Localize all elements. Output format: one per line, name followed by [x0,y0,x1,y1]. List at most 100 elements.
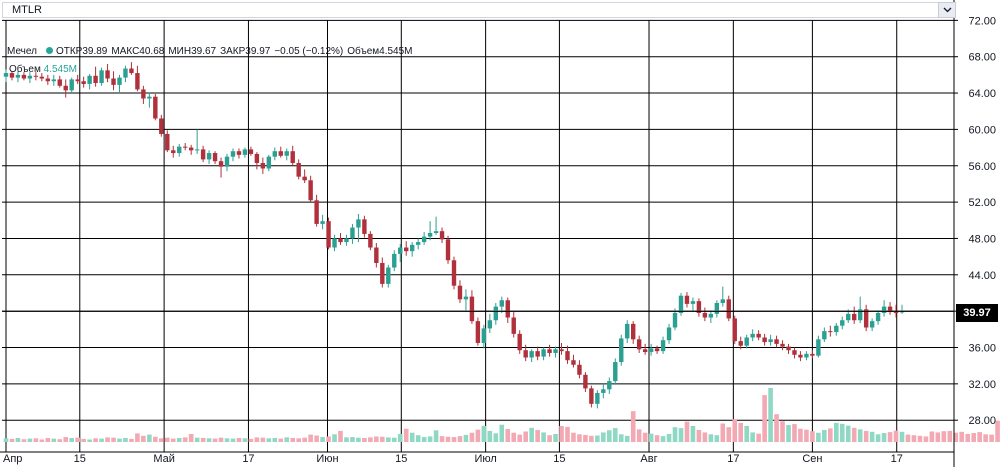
volume-bar [308,434,313,442]
candle-body [254,153,260,164]
candle-body [153,96,158,119]
volume-bar [804,429,809,442]
symbol-dropdown-button[interactable] [938,2,956,18]
volume-bar [869,431,875,442]
y-tick-label: 44.00 [968,270,996,282]
volume-bar [708,434,714,442]
candle-body [177,146,182,154]
candle-body [266,156,272,169]
volume-bar [756,433,761,442]
candle-body [147,96,152,99]
volume-bar [81,438,86,442]
candle-body [194,149,200,151]
candle-body [487,320,493,329]
volume-bar [947,430,953,442]
candle-body [248,149,254,154]
candle-body [368,233,373,248]
volume-bar [810,431,815,442]
candle-body [613,362,618,382]
candle-body [87,75,92,84]
volume-bar [523,431,528,442]
volume-bar [648,433,654,442]
volume-bar [559,425,564,442]
volume-bar [636,429,642,442]
candle-body [559,349,564,352]
y-tick-label: 56.00 [968,161,996,173]
candle-body [702,312,708,318]
volume-bar [612,428,618,442]
volume-bar [380,436,385,442]
volume-bar [409,432,415,442]
volume-bar [828,428,833,442]
candle-body [648,348,654,353]
volume-bar [212,438,218,442]
candle-body [840,320,845,326]
x-tick-label: Май [153,453,175,465]
candle-body [774,339,779,344]
volume-bar [254,437,260,442]
candle-body [708,313,714,318]
candle-body [816,339,821,356]
candle-body [69,79,74,91]
candle-body [278,151,283,156]
volume-bar [445,436,451,442]
volume-bar [618,434,624,442]
candle-body [75,79,80,82]
symbol-search-input[interactable]: MTLR [2,2,956,18]
volume-bar [427,436,433,442]
volume-bar [571,432,576,442]
volume-bar [660,436,666,442]
candle-body [290,151,295,164]
candle-body [834,325,839,333]
volume-bar [391,437,397,442]
candle-body [857,309,863,321]
candle-body [260,163,266,169]
candle-body [553,349,558,353]
volume-bar [326,436,331,442]
candle-body [45,78,51,82]
ohlc-legend: Мечел ОТКР39.89 МАКС40.68 МИН39.67 ЗАКР39.97… [7,46,416,57]
volume-bar [493,433,499,442]
volume-bar [768,388,773,442]
candle-body [881,306,887,313]
candle-body [511,317,516,334]
candle-body [744,337,749,346]
volume-bar [505,429,511,442]
x-tick-label: Июл [474,453,496,465]
candle-body [523,350,528,358]
candle-body [81,81,86,84]
volume-bar [654,435,660,442]
candle-body [625,323,630,339]
candle-body [409,244,415,252]
volume-bar [290,437,296,442]
candle-body [678,295,684,313]
volume-bar [511,432,517,442]
volume-bar [230,438,236,442]
volume-bar [200,437,206,442]
volume-bar [344,437,349,442]
volume-legend-label: Объем [9,64,41,75]
candle-body [141,89,146,99]
volume-bar [129,438,134,442]
candle-body [863,309,869,328]
volume-bar [385,437,391,442]
legend-open: ОТКР39.89 [55,46,108,57]
volume-bar [105,437,110,442]
volume-bar [816,432,821,442]
candle-body [386,267,391,284]
volume-bar [583,434,588,442]
y-tick-label: 28.00 [968,415,996,427]
volume-bar [93,438,98,442]
volume-bar [547,435,552,442]
volume-bar [320,437,325,442]
volume-bar [553,433,558,442]
legend-high: МАКС40.68 [111,46,165,57]
volume-bar [786,425,791,442]
volume-bar [738,422,744,442]
volume-bar [164,437,170,442]
candle-body [27,75,33,79]
volume-bar [953,432,959,442]
volume-bar [266,438,272,442]
